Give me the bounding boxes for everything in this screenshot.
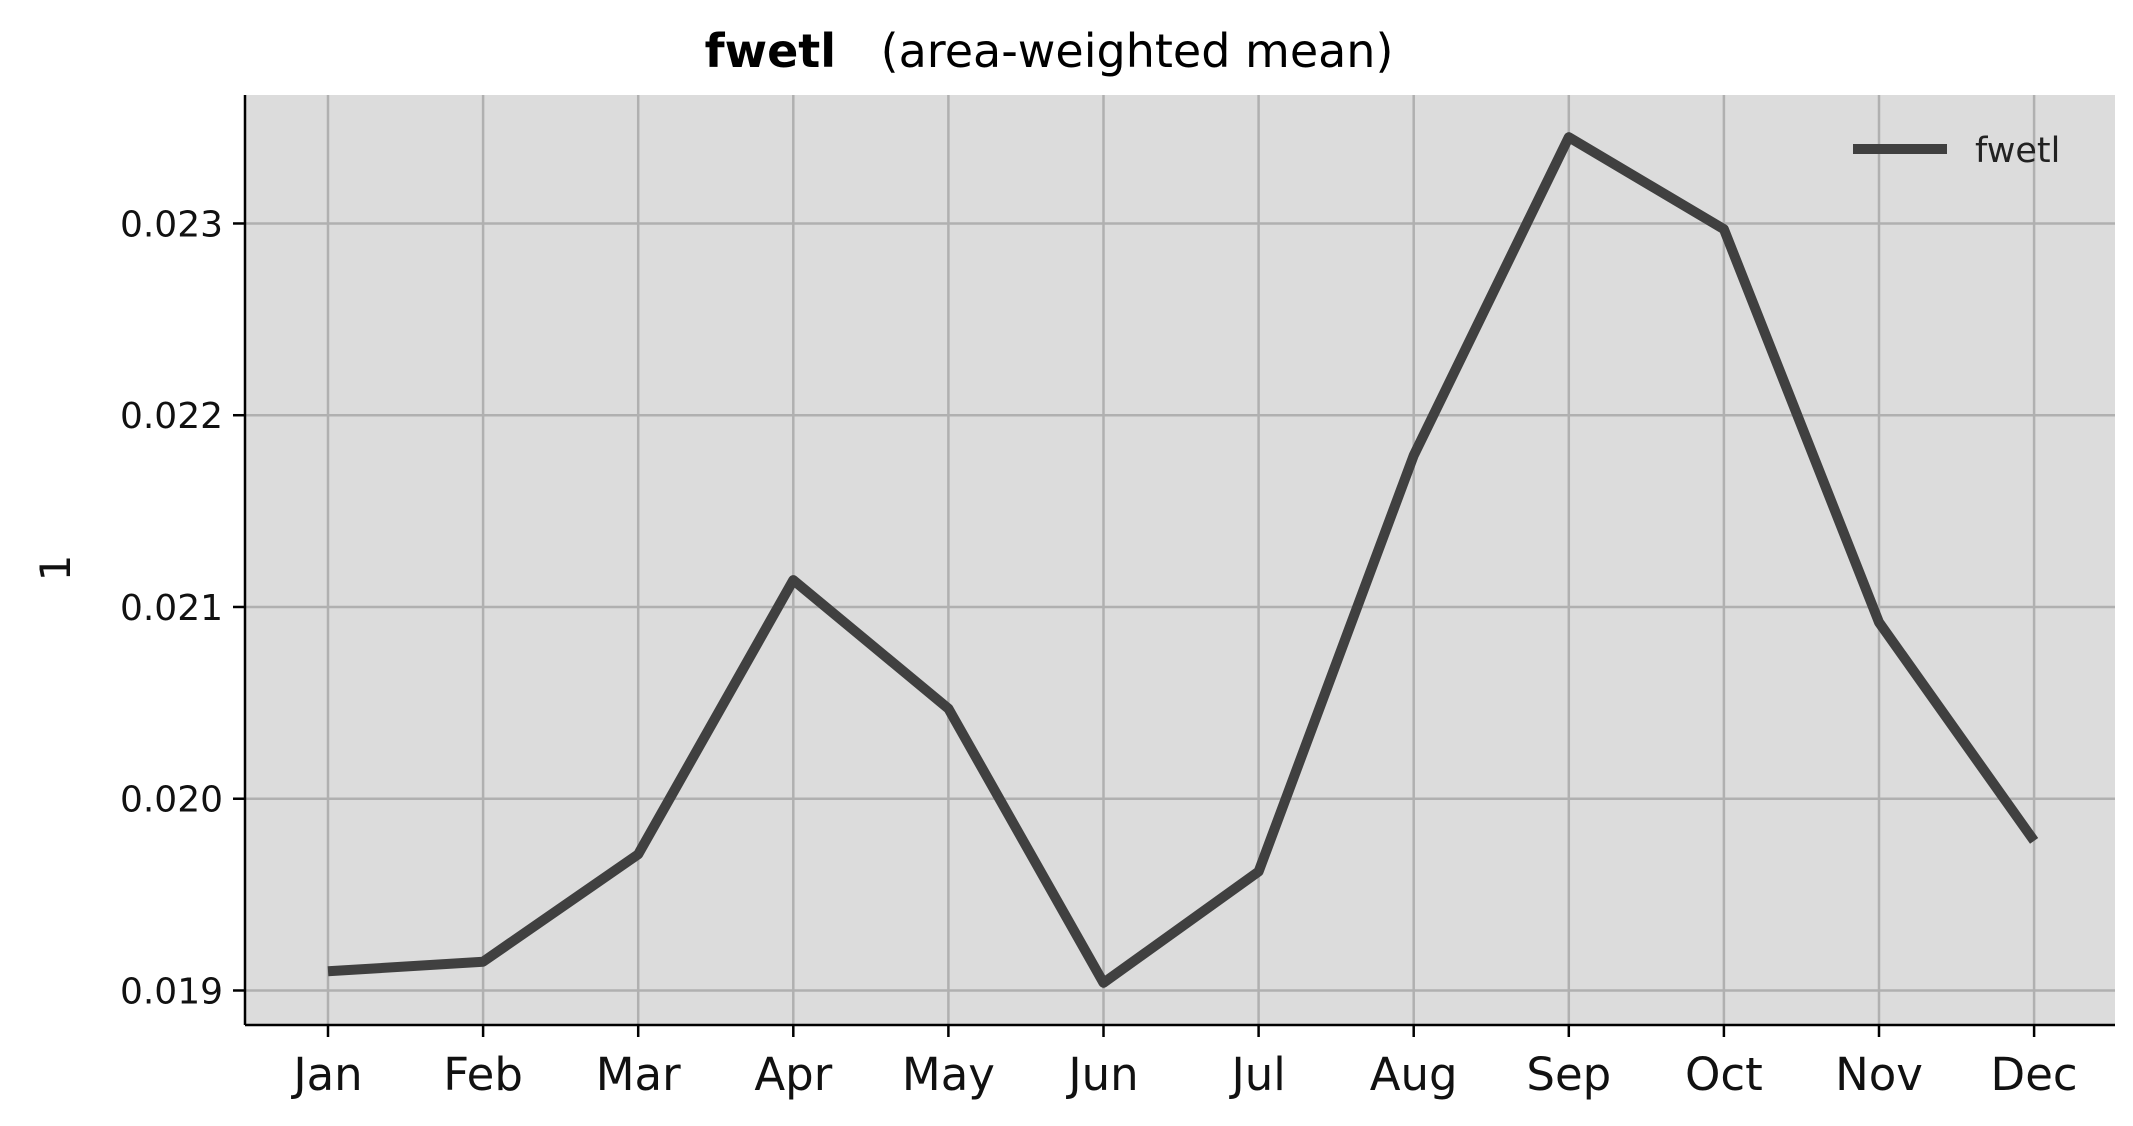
y-axis-ticks: 0.019 0.020 0.021 0.022 0.023: [120, 204, 245, 1012]
chart-title-main: fwetl: [705, 24, 836, 78]
y-tick-label-4: 0.023: [120, 204, 223, 245]
x-axis-ticks: Jan Feb Mar Apr May Jun Jul Aug Sep Oct Nov Dec: [290, 1025, 2078, 1101]
series-layer: [327, 132, 2039, 988]
x-tick-label-mar: Mar: [596, 1048, 681, 1101]
x-tick-label-oct: Oct: [1685, 1048, 1763, 1101]
legend-label-fwetl: fwetl: [1975, 131, 2060, 171]
y-tick-label-3: 0.022: [120, 396, 223, 437]
x-tick-label-nov: Nov: [1835, 1048, 1923, 1101]
x-tick-label-jun: Jun: [1065, 1048, 1138, 1101]
y-tick-label-1: 0.020: [120, 780, 223, 821]
chart-subtitle: (area-weighted mean): [881, 24, 1394, 78]
x-tick-label-feb: Feb: [443, 1048, 523, 1101]
x-tick-label-may: May: [902, 1048, 995, 1101]
series-line-fwetl: [327, 132, 2039, 988]
x-tick-label-aug: Aug: [1370, 1048, 1458, 1101]
axes: [243, 95, 2115, 1027]
x-tick-label-sep: Sep: [1526, 1048, 1611, 1101]
y-tick-label-2: 0.021: [120, 588, 223, 629]
x-tick-label-jan: Jan: [290, 1048, 362, 1101]
x-tick-label-apr: Apr: [754, 1048, 832, 1101]
x-tick-label-jul: Jul: [1228, 1048, 1285, 1101]
chart-title: fwetl (area-weighted mean): [705, 24, 1394, 78]
y-axis-label: 1: [31, 555, 80, 582]
x-tick-label-dec: Dec: [1991, 1048, 2078, 1101]
legend: fwetl: [1853, 131, 2060, 171]
plot-background: [245, 95, 2115, 1025]
y-tick-label-0: 0.019: [120, 971, 223, 1012]
grid: [245, 95, 2115, 1025]
